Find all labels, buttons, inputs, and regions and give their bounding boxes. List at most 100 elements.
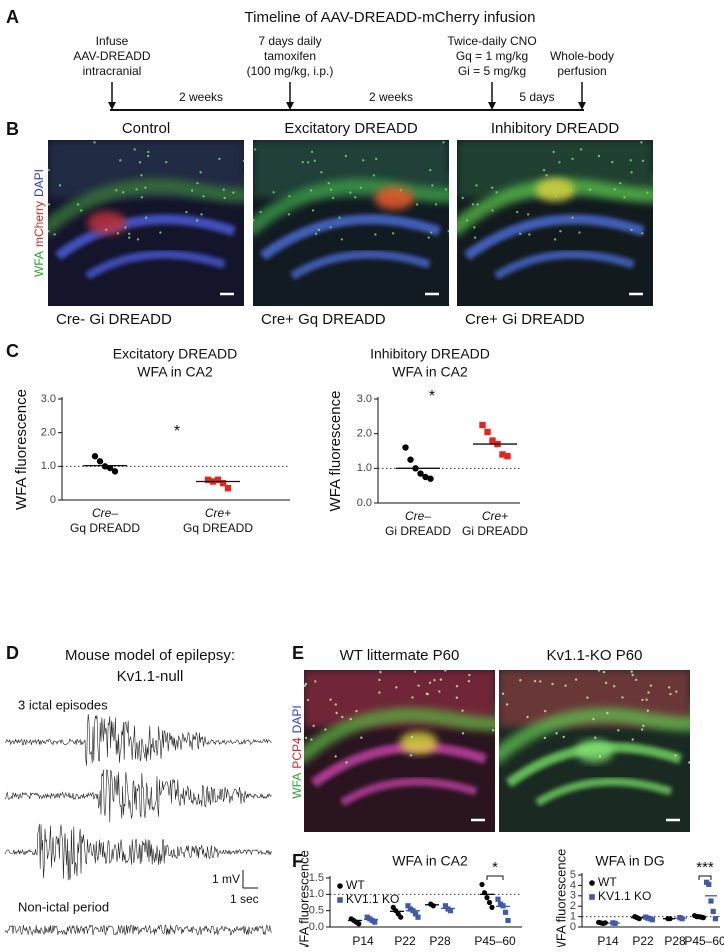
cell [378,678,381,682]
x-tick-label: Gi DREADD [385,524,451,538]
x-tick-label: P28 [664,934,686,947]
cell [645,698,648,701]
data-point [495,896,501,902]
interval-label: 2 weeks [369,90,413,104]
cell [253,219,255,222]
cell [430,231,433,234]
cell [48,203,51,206]
signal [575,739,614,763]
cell [76,203,80,206]
annotation: * [429,388,435,405]
y-tick-label: 3 [570,890,576,902]
cell [105,228,108,232]
cell [195,219,199,222]
cell [505,703,509,706]
cell [355,709,358,713]
cell [133,148,136,151]
cell [324,728,327,731]
data-point [111,468,119,475]
cell [185,210,188,214]
cell [242,159,244,162]
x-tick-label: Gq DREADD [70,521,140,535]
cell [199,171,202,174]
cell [604,681,608,685]
cell [344,154,348,158]
cell [306,161,310,164]
cell [190,189,194,192]
cell [586,696,589,699]
cell [554,195,558,198]
cell [588,188,592,191]
cell [359,186,363,189]
cell [617,729,620,732]
micrograph [304,670,495,832]
stain-word: DAPI [290,705,304,733]
cell [439,678,443,681]
cell [455,684,459,688]
cell [473,226,476,229]
cell [232,191,235,194]
cell [667,686,671,689]
cell [304,682,308,686]
cell [48,168,50,172]
cell [552,189,556,192]
cell [630,670,633,673]
cell [467,679,471,683]
cell [461,196,464,200]
cell [334,755,337,758]
dentate-gyrus [463,214,645,261]
image-title: WT littermate P60 [340,647,460,664]
cell [413,670,417,673]
cell [630,171,633,174]
event-label: 7 days daily [258,34,321,48]
y-axis-label: WFA fluorescence [327,391,344,512]
data-point [417,470,424,477]
cell [360,736,363,739]
eeg-trace [4,713,272,766]
y-tick-label: 4 [570,879,576,891]
cell [349,717,352,721]
data-point [427,475,434,482]
cell [630,228,633,232]
cell [476,203,479,206]
scale-label: 1 mV [212,872,240,886]
cell [391,232,395,235]
cell [621,696,624,699]
cell [145,216,148,219]
signal [399,731,438,755]
cell [317,228,321,232]
cell [551,682,554,686]
signal [87,211,127,235]
cell [428,681,432,685]
y-tick-label: 5 [570,869,576,881]
cell [79,209,83,212]
cell [58,184,62,187]
event-label: Gq = 1 mg/kg [456,49,528,63]
ca-layer [499,707,690,765]
cell [200,213,203,216]
cell [320,171,323,174]
y-tick-label: 1.5 [309,872,324,884]
x-tick-label: Cre– [92,506,118,520]
cell [539,680,542,683]
dentate-gyrus [54,214,236,261]
image-title: Control [122,120,170,137]
cell [516,210,519,214]
cell [555,732,558,735]
cell [559,230,562,233]
data-point [415,914,421,920]
data-point [589,894,595,900]
cell [288,195,291,198]
micrograph-content [253,140,449,306]
x-tick-label: Cre+ [482,509,508,523]
data-point [500,903,506,909]
cell [354,196,357,199]
data-point [398,914,404,920]
x-tick-label: Cre– [405,509,431,523]
cell [444,188,448,191]
cell [310,150,314,154]
dentate-gyrus [259,214,441,261]
cell [526,715,529,719]
cell [473,236,477,239]
x-tick-label: Cre+ [205,506,231,520]
